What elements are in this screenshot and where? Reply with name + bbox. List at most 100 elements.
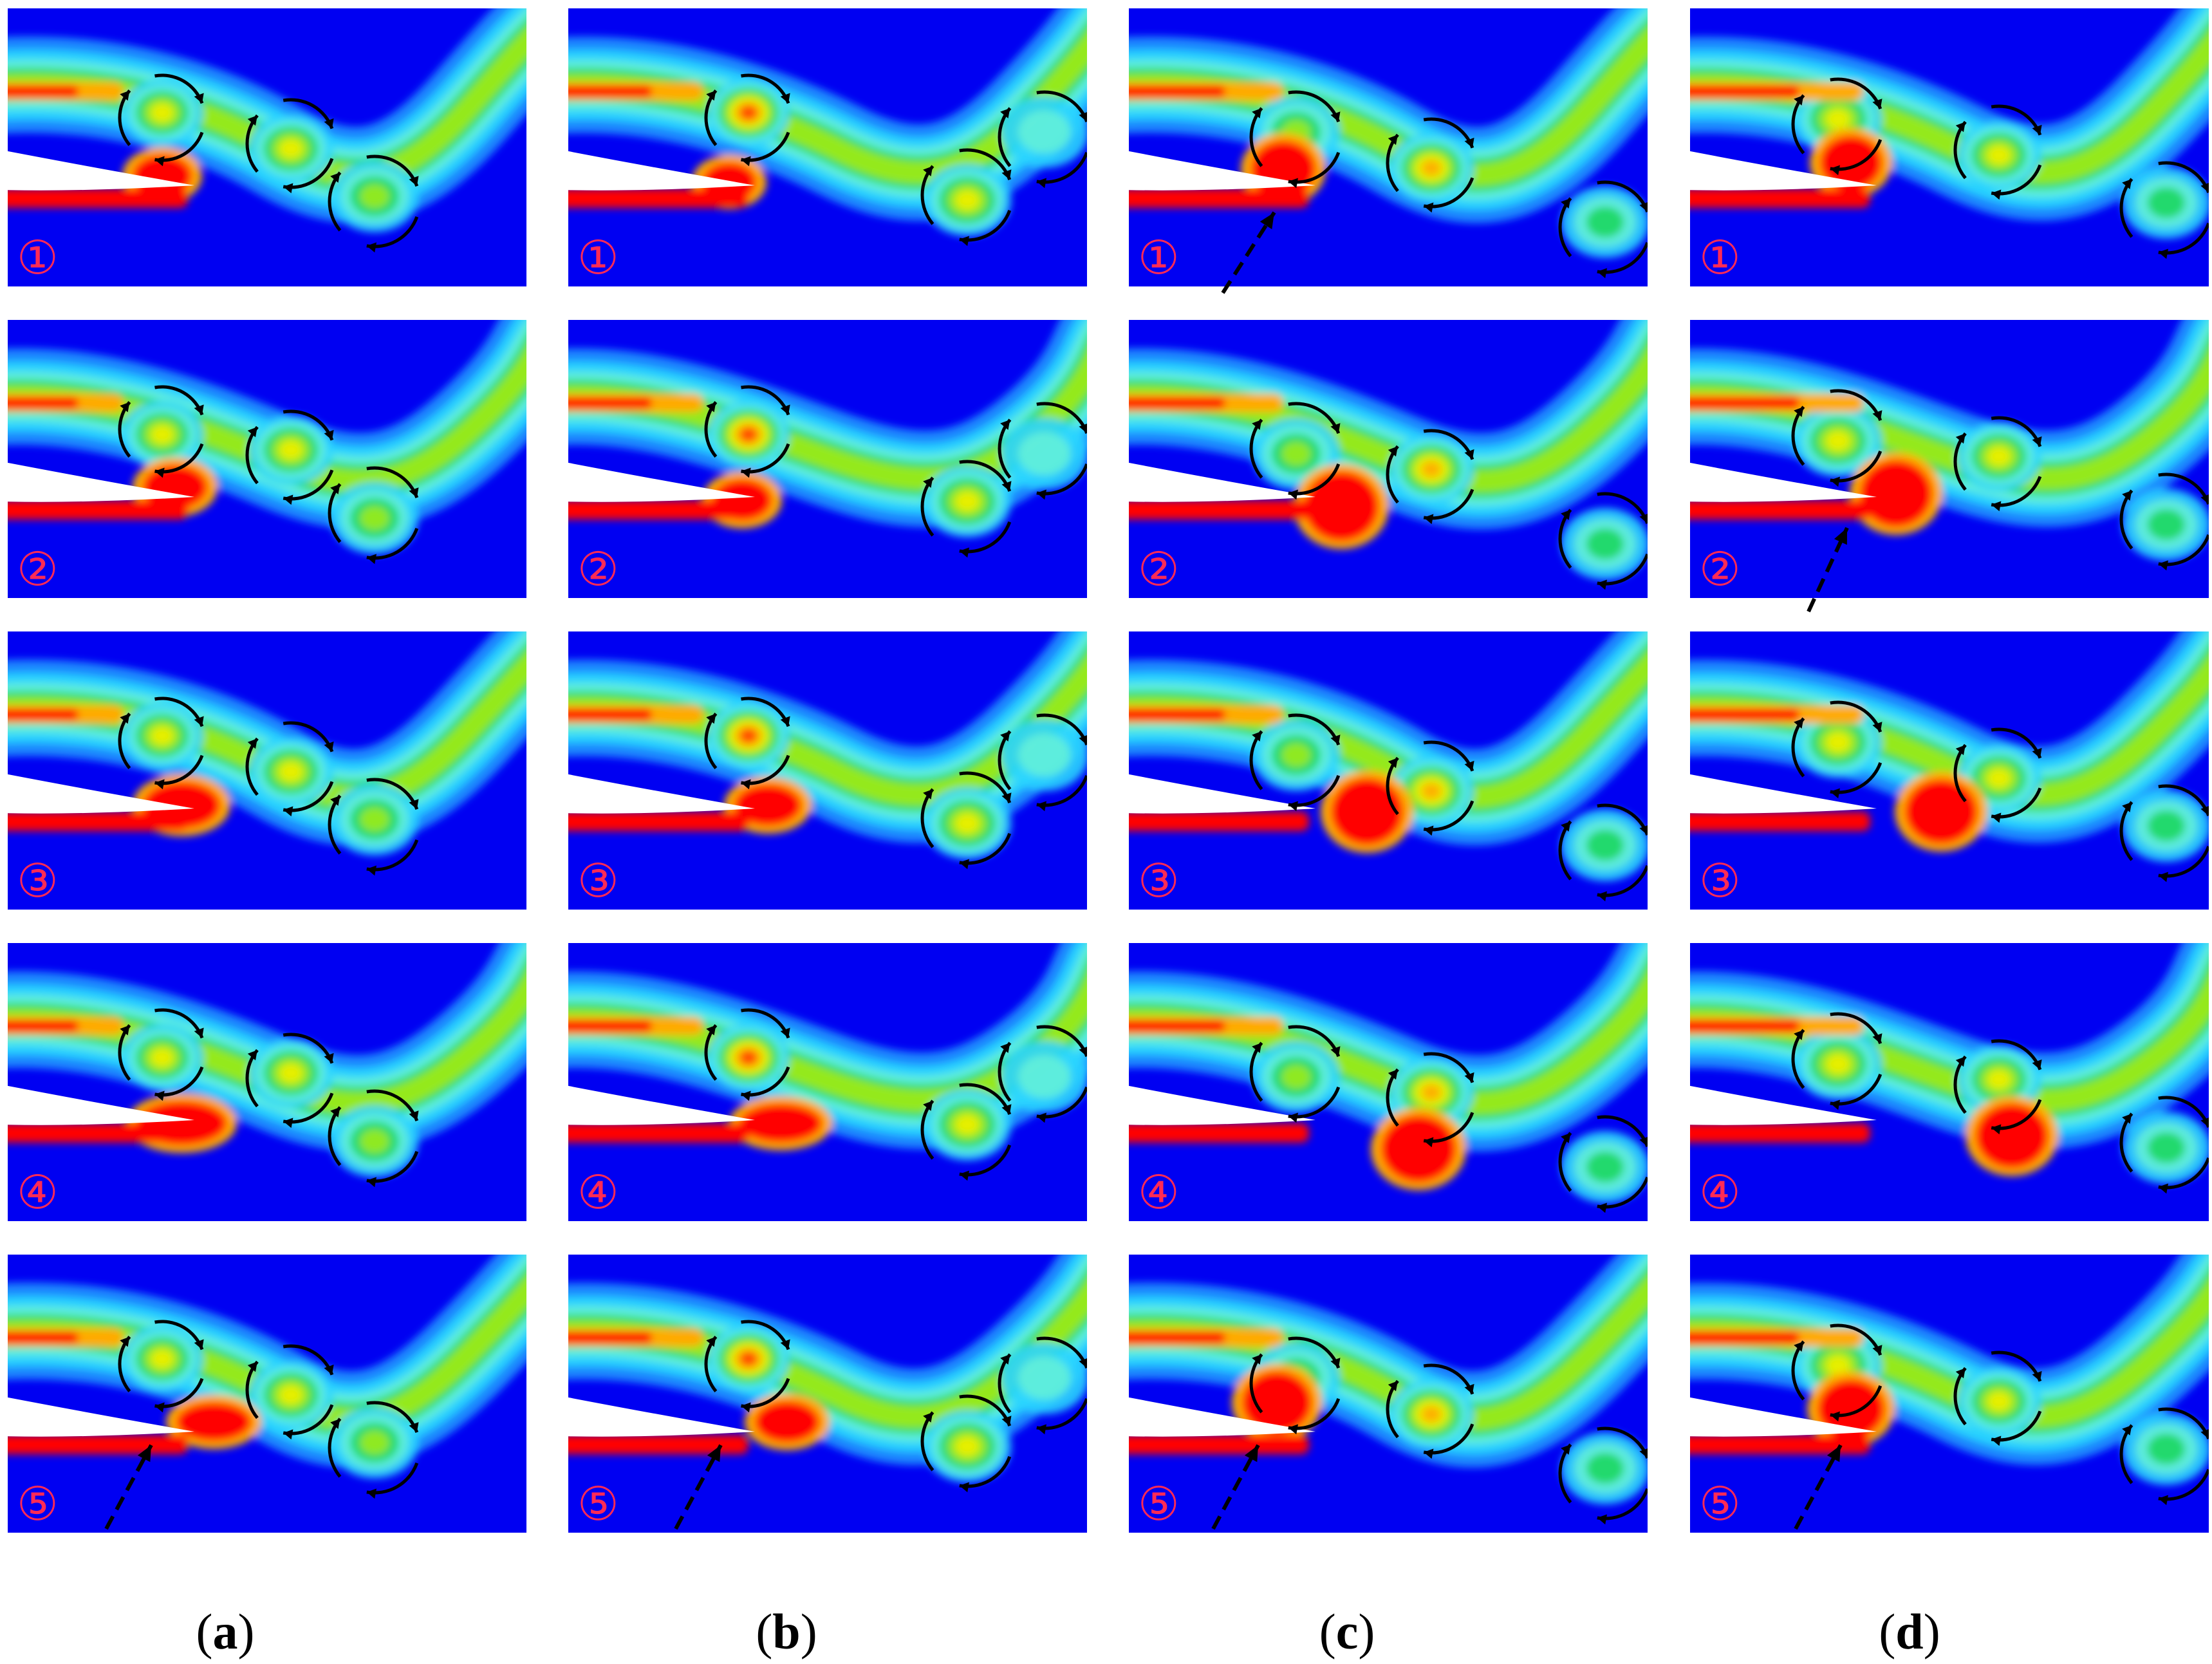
- row-label: ③: [1138, 854, 1180, 908]
- contour-plot: ⑤: [1129, 1255, 1648, 1531]
- row-label: ②: [577, 542, 619, 596]
- row-label: ③: [1699, 854, 1741, 908]
- contour-panel-d-2: ②: [1690, 320, 2209, 598]
- column-label-c: (c): [1319, 1603, 1375, 1659]
- airfoil-body: [8, 462, 194, 502]
- airfoil-body: [568, 151, 755, 191]
- curved-arrow-icon: [1249, 713, 1648, 902]
- contour-panel-c-5: ⑤: [1129, 1255, 1648, 1533]
- contour-plot: ③: [1129, 631, 1648, 908]
- contour-panel-d-1: ①: [1690, 8, 2209, 286]
- curved-arrow-icon: [1249, 1025, 1648, 1213]
- contour-panel-b-5: ⑤: [568, 1255, 1087, 1533]
- contour-panel-b-1: ①: [568, 8, 1087, 286]
- row-label: ②: [1138, 542, 1180, 596]
- column-label-a: (a): [196, 1603, 255, 1659]
- row-label: ③: [577, 854, 619, 908]
- contour-panel-d-5: ⑤: [1690, 1255, 2209, 1533]
- contour-panel-c-1: ①: [1129, 8, 1648, 286]
- airfoil-body: [8, 151, 194, 191]
- airfoil-body: [1129, 462, 1315, 502]
- curved-arrow-icon: [1249, 1336, 1648, 1525]
- airfoil-body: [1129, 774, 1315, 814]
- contour-panel-b-3: ③: [568, 631, 1087, 910]
- contour-panel-c-3: ③: [1129, 631, 1648, 910]
- contour-plot: ②: [8, 320, 526, 596]
- airfoil-body: [8, 1085, 194, 1125]
- curved-arrow-icon: [704, 1320, 1087, 1493]
- airfoil-body: [568, 1085, 755, 1125]
- contour-panel-a-1: ①: [8, 8, 526, 286]
- contour-plot: ①: [1129, 8, 1648, 285]
- curved-arrow-icon: [1791, 389, 2209, 571]
- contour-plot: ②: [568, 320, 1087, 596]
- curved-arrow-icon: [1249, 402, 1648, 590]
- contour-panel-a-3: ③: [8, 631, 526, 910]
- airfoil-body: [1690, 462, 1877, 502]
- airfoil-body: [1690, 774, 1877, 814]
- curved-arrow-icon: [118, 385, 419, 565]
- contour-plot: ④: [568, 943, 1087, 1219]
- curved-arrow-icon: [704, 1008, 1087, 1181]
- contour-plot: ①: [8, 8, 526, 285]
- contour-panel-d-4: ④: [1690, 943, 2209, 1221]
- contour-panel-a-2: ②: [8, 320, 526, 598]
- airfoil-body: [568, 1397, 755, 1437]
- contour-plot: ③: [8, 631, 526, 908]
- row-label: ①: [1699, 230, 1741, 285]
- curved-arrow-icon: [118, 73, 419, 253]
- row-label: ⑤: [1138, 1477, 1180, 1531]
- contour-panel-c-2: ②: [1129, 320, 1648, 598]
- airfoil-body: [8, 774, 194, 814]
- row-label: ⑤: [577, 1477, 619, 1531]
- curved-arrow-icon: [118, 696, 419, 876]
- curved-arrow-icon: [704, 73, 1087, 247]
- curved-arrow-icon: [1249, 90, 1648, 279]
- contour-panel-b-4: ④: [568, 943, 1087, 1221]
- contour-plot: ④: [1690, 943, 2209, 1219]
- curved-arrow-icon: [118, 1320, 419, 1499]
- contour-panel-d-3: ③: [1690, 631, 2209, 910]
- row-label: ①: [17, 230, 59, 285]
- curved-arrow-icon: [704, 696, 1087, 870]
- row-label: ④: [17, 1165, 59, 1219]
- contour-plot: ①: [568, 8, 1087, 285]
- row-label: ④: [577, 1165, 619, 1219]
- contour-plot: ⑤: [568, 1255, 1087, 1531]
- contour-plot: ①: [1690, 8, 2209, 285]
- airfoil-body: [1129, 1085, 1315, 1125]
- airfoil-body: [1129, 151, 1315, 191]
- contour-plot: ④: [8, 943, 526, 1219]
- row-label: ②: [1699, 542, 1741, 596]
- row-label: ②: [17, 542, 59, 596]
- curved-arrow-icon: [118, 1008, 419, 1188]
- row-label: ③: [17, 854, 59, 908]
- contour-plot: ③: [568, 631, 1087, 908]
- row-label: ⑤: [1699, 1477, 1741, 1531]
- contour-plot: ②: [1690, 320, 2209, 596]
- airfoil-body: [1129, 1397, 1315, 1437]
- row-label: ④: [1138, 1165, 1180, 1219]
- airfoil-body: [8, 1397, 194, 1437]
- row-label: ④: [1699, 1165, 1741, 1219]
- airfoil-body: [1690, 1397, 1877, 1437]
- row-label: ①: [577, 230, 619, 285]
- row-label: ①: [1138, 230, 1180, 285]
- airfoil-body: [1690, 1085, 1877, 1125]
- contour-panel-b-2: ②: [568, 320, 1087, 598]
- contour-panel-a-5: ⑤: [8, 1255, 526, 1533]
- contour-plot: ⑤: [1690, 1255, 2209, 1531]
- curved-arrow-icon: [704, 385, 1087, 558]
- airfoil-body: [568, 462, 755, 502]
- column-label-d: (d): [1879, 1603, 1940, 1659]
- curved-arrow-icon: [1791, 77, 2209, 259]
- row-label: ⑤: [17, 1477, 59, 1531]
- contour-panel-a-4: ④: [8, 943, 526, 1221]
- column-label-b: (b): [756, 1603, 817, 1659]
- curved-arrow-icon: [1791, 700, 2209, 883]
- contour-plot: ⑤: [8, 1255, 526, 1531]
- airfoil-body: [1690, 151, 1877, 191]
- curved-arrow-icon: [1791, 1323, 2209, 1506]
- contour-plot: ④: [1129, 943, 1648, 1219]
